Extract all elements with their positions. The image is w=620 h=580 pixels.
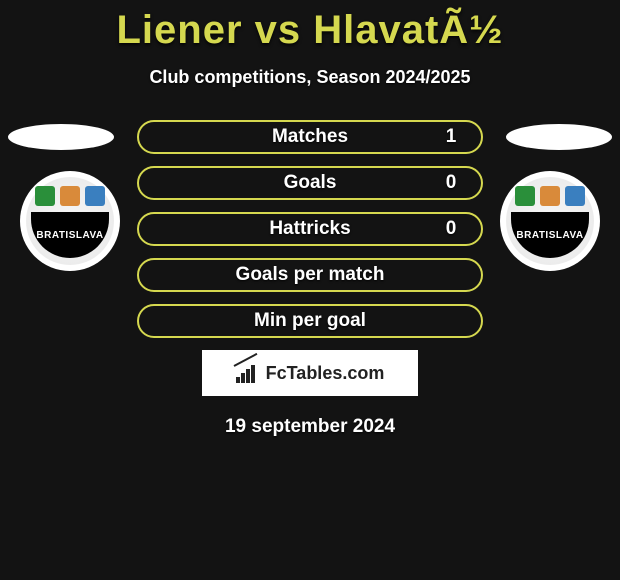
badge-stripe: [565, 186, 585, 206]
comparison-card: Liener vs HlavatÃ½ Club competitions, Se…: [0, 0, 620, 580]
brand-text: FcTables.com: [266, 363, 385, 384]
club-badge-right-text: BRATISLAVA: [511, 212, 589, 258]
flag-left-ellipse: [8, 124, 114, 150]
badge-stripe: [540, 186, 560, 206]
flag-right-ellipse: [506, 124, 612, 150]
brand-box: FcTables.com: [202, 350, 418, 396]
club-badge-left-inner: BRATISLAVA: [26, 177, 114, 265]
stat-label: Goals: [199, 172, 421, 194]
stat-label: Matches: [199, 126, 421, 148]
club-badge-left-text: BRATISLAVA: [31, 212, 109, 258]
snapshot-date: 19 september 2024: [0, 416, 620, 438]
stat-row-goals-per-match: Goals per match: [137, 258, 483, 292]
club-badge-right: BRATISLAVA: [500, 171, 600, 271]
stat-row-hattricks: Hattricks 0: [137, 212, 483, 246]
brand-chart-icon: [236, 363, 260, 383]
badge-stripe: [515, 186, 535, 206]
badge-stripe: [35, 186, 55, 206]
stat-label: Goals per match: [199, 264, 421, 286]
stat-label: Min per goal: [199, 310, 421, 332]
badge-stripe: [85, 186, 105, 206]
stat-row-goals: Goals 0: [137, 166, 483, 200]
stat-right-value: 1: [421, 126, 481, 148]
club-badge-left: BRATISLAVA: [20, 171, 120, 271]
stat-row-matches: Matches 1: [137, 120, 483, 154]
stats-table: Matches 1 Goals 0 Hattricks 0 Goals per …: [137, 120, 483, 338]
club-badge-right-inner: BRATISLAVA: [506, 177, 594, 265]
badge-stripe: [60, 186, 80, 206]
stat-right-value: 0: [421, 172, 481, 194]
stat-row-min-per-goal: Min per goal: [137, 304, 483, 338]
stat-right-value: 0: [421, 218, 481, 240]
club-badge-right-top: [515, 186, 585, 210]
club-badge-left-top: [35, 186, 105, 210]
stat-label: Hattricks: [199, 218, 421, 240]
subtitle-text: Club competitions, Season 2024/2025: [0, 67, 620, 88]
page-title: Liener vs HlavatÃ½: [0, 0, 620, 53]
